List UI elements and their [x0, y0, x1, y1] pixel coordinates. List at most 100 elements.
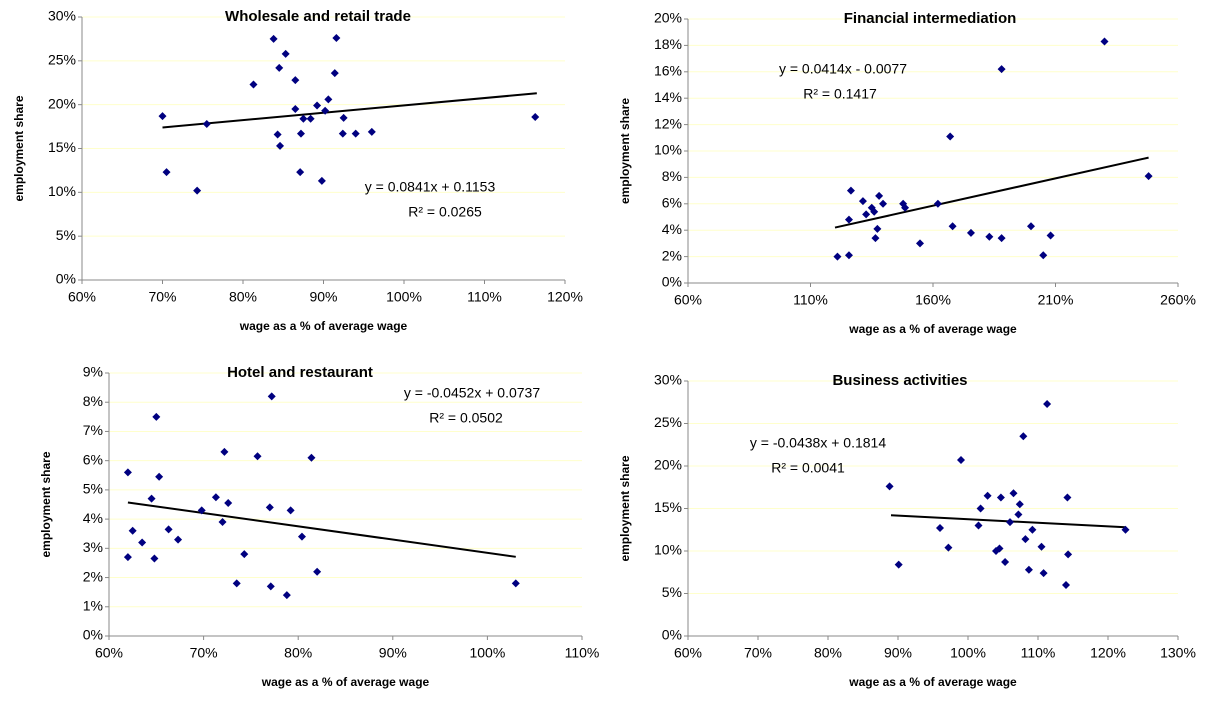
- y-axis-title: employment share: [39, 451, 53, 557]
- trendline: [834, 156, 1149, 229]
- trend-equation: y = -0.0438x + 0.1814: [750, 435, 886, 451]
- point: [995, 544, 1004, 553]
- point: [193, 186, 202, 195]
- point: [317, 176, 326, 185]
- y-tick-label: 0%: [662, 627, 682, 643]
- y-tick-label: 20%: [48, 95, 76, 111]
- point: [202, 119, 211, 128]
- x-tick-label: 60%: [68, 289, 96, 305]
- point: [858, 197, 867, 206]
- point: [871, 234, 880, 243]
- y-tick-label: 9%: [83, 364, 103, 380]
- point: [249, 80, 258, 89]
- point: [531, 112, 540, 121]
- y-tick-label: 0%: [56, 271, 76, 287]
- point: [220, 447, 229, 456]
- point: [313, 101, 322, 110]
- point: [123, 468, 132, 477]
- point: [870, 207, 879, 216]
- y-tick-label: 12%: [654, 115, 682, 131]
- y-tick-label: 16%: [654, 63, 682, 79]
- point: [1039, 569, 1048, 578]
- point: [997, 65, 1006, 74]
- trend-equation: y = -0.0452x + 0.0737: [404, 385, 540, 401]
- point: [150, 554, 159, 563]
- point: [147, 494, 156, 503]
- point: [1100, 37, 1109, 46]
- point: [1037, 542, 1046, 551]
- point: [1062, 581, 1070, 589]
- point: [232, 579, 241, 588]
- y-tick-label: 14%: [654, 89, 682, 105]
- point: [367, 127, 376, 136]
- point: [1121, 525, 1130, 534]
- point: [1014, 510, 1023, 519]
- point: [944, 543, 953, 552]
- x-tick-label: 90%: [884, 645, 912, 661]
- point: [875, 191, 884, 200]
- y-tick-label: 0%: [662, 274, 682, 290]
- point: [128, 526, 137, 535]
- y-tick-label: 10%: [654, 142, 682, 158]
- y-tick-label: 1%: [83, 597, 103, 613]
- y-tick-label: 20%: [654, 10, 682, 26]
- point: [152, 412, 161, 421]
- point: [324, 95, 333, 104]
- point: [267, 392, 276, 401]
- point: [266, 582, 275, 591]
- x-tick-label: 70%: [148, 289, 176, 305]
- point: [330, 69, 339, 78]
- point: [933, 199, 942, 208]
- x-tick-label: 100%: [469, 645, 505, 661]
- point: [265, 503, 274, 512]
- point: [1021, 535, 1030, 544]
- point: [286, 506, 295, 515]
- trendline: [127, 501, 516, 558]
- y-tick-label: 30%: [654, 372, 682, 388]
- point: [338, 129, 347, 138]
- x-tick-label: 80%: [229, 289, 257, 305]
- point: [296, 168, 305, 177]
- y-tick-label: 25%: [654, 414, 682, 430]
- y-tick-label: 4%: [662, 221, 682, 237]
- point: [273, 130, 282, 139]
- point: [240, 550, 249, 559]
- point: [291, 76, 300, 85]
- point: [158, 112, 167, 121]
- point: [957, 456, 965, 465]
- point: [1009, 489, 1018, 498]
- x-tick-label: 70%: [744, 645, 772, 661]
- point: [948, 222, 957, 231]
- point: [224, 499, 233, 508]
- y-tick-label: 6%: [83, 451, 103, 467]
- point: [307, 453, 316, 462]
- y-tick-label: 4%: [83, 510, 103, 526]
- y-tick-label: 15%: [654, 499, 682, 515]
- y-tick-label: 3%: [83, 539, 103, 555]
- point: [138, 538, 147, 547]
- point: [306, 114, 315, 123]
- y-tick-label: 0%: [83, 627, 103, 643]
- x-tick-label: 210%: [1038, 292, 1074, 308]
- y-tick-label: 8%: [83, 393, 103, 409]
- x-tick-label: 160%: [915, 292, 951, 308]
- point: [976, 504, 985, 513]
- point: [996, 493, 1005, 502]
- x-tick-label: 80%: [284, 645, 312, 661]
- trend-equation: y = 0.0841x + 0.1153: [365, 179, 496, 195]
- point: [282, 591, 291, 600]
- point: [1063, 493, 1072, 502]
- point: [966, 228, 975, 237]
- x-tick-label: 60%: [674, 292, 702, 308]
- point: [846, 186, 855, 195]
- point: [983, 491, 992, 500]
- y-axis-title: employment share: [12, 95, 26, 201]
- x-tick-label: 80%: [814, 645, 842, 661]
- x-tick-label: 60%: [95, 645, 123, 661]
- point: [511, 579, 520, 588]
- x-tick-label: 120%: [547, 289, 583, 305]
- r-squared: R² = 0.0265: [408, 204, 482, 220]
- point: [1046, 231, 1055, 240]
- point: [291, 105, 300, 114]
- y-tick-label: 25%: [48, 52, 76, 68]
